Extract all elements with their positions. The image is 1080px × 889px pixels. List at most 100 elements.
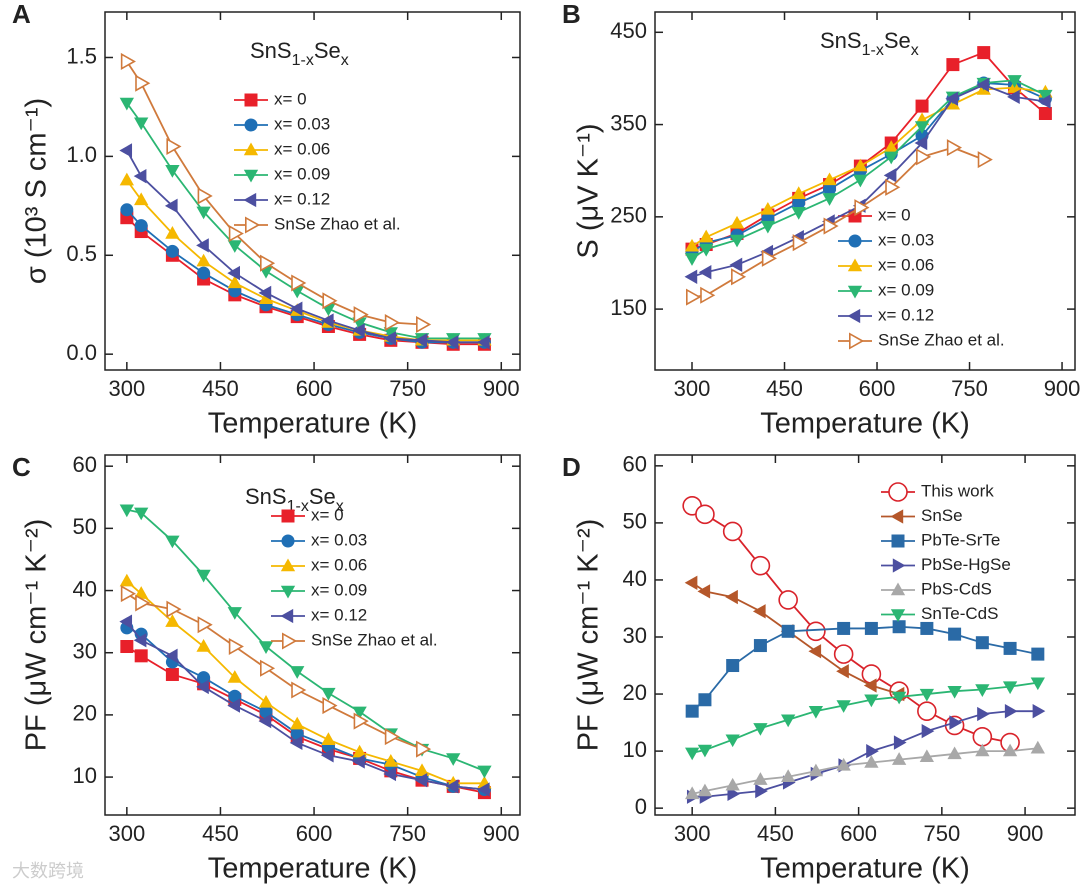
marker — [1002, 743, 1018, 757]
marker — [761, 249, 777, 267]
annotation-part: Se — [884, 28, 911, 53]
marker — [1037, 94, 1051, 109]
marker — [445, 779, 459, 794]
marker — [1007, 75, 1022, 88]
legend-label: PbS-CdS — [921, 579, 992, 598]
marker — [684, 238, 700, 252]
marker — [383, 331, 397, 346]
marker — [227, 698, 241, 713]
legend-marker — [281, 632, 298, 650]
y-tick-label: 150 — [610, 295, 647, 320]
marker — [864, 621, 878, 635]
x-tick-label: 750 — [923, 821, 960, 846]
annotation-part: Se — [314, 38, 341, 63]
legend-label: x= 0.03 — [274, 114, 330, 133]
x-axis-label: Temperature (K) — [760, 408, 970, 440]
legend-marker — [847, 308, 861, 324]
marker — [781, 769, 796, 782]
x-axis-label: Temperature (K) — [208, 408, 418, 440]
marker — [919, 749, 935, 763]
marker — [698, 693, 712, 707]
marker — [476, 782, 490, 797]
x-tick-label: 900 — [1007, 821, 1044, 846]
legend-marker — [890, 509, 904, 524]
marker — [119, 573, 134, 587]
marker — [729, 257, 743, 272]
marker — [196, 238, 209, 253]
marker — [893, 735, 907, 750]
marker — [322, 697, 338, 715]
marker — [259, 705, 273, 719]
legend-label: SnSe Zhao et al. — [878, 330, 1005, 349]
series-line — [126, 645, 485, 794]
panel-letter: B — [562, 0, 581, 29]
marker — [197, 187, 213, 205]
marker — [227, 670, 242, 683]
plot-frame — [104, 454, 521, 816]
marker — [414, 763, 430, 777]
marker — [946, 139, 962, 157]
marker — [165, 165, 180, 178]
x-tick-label: 750 — [389, 376, 426, 401]
marker — [133, 633, 147, 648]
marker — [866, 743, 879, 759]
marker — [975, 743, 990, 757]
legend-marker — [243, 192, 257, 208]
legend-label: SnSe — [921, 506, 963, 525]
marker — [352, 754, 365, 769]
x-tick-label: 600 — [840, 821, 877, 846]
marker — [258, 641, 274, 654]
marker — [133, 169, 147, 184]
marker — [258, 713, 272, 729]
marker — [383, 766, 397, 782]
marker — [685, 704, 699, 718]
marker — [384, 728, 400, 746]
annotation-part: x — [336, 498, 344, 515]
marker — [945, 91, 959, 106]
x-tick-label: 450 — [202, 376, 239, 401]
marker — [861, 664, 882, 684]
marker — [164, 198, 178, 213]
y-axis-label: S (μV K⁻¹) — [573, 123, 605, 258]
marker — [289, 301, 303, 316]
marker — [853, 174, 868, 188]
marker — [164, 648, 178, 663]
marker — [384, 314, 400, 332]
marker — [119, 504, 134, 518]
legend-marker — [245, 216, 261, 234]
marker — [864, 694, 879, 708]
marker — [791, 207, 806, 220]
marker — [119, 614, 133, 629]
marker — [891, 691, 907, 705]
marker — [917, 701, 937, 721]
marker — [445, 335, 459, 350]
annotation: SnS1-xSex — [820, 28, 919, 59]
marker — [854, 199, 870, 217]
legend-label: SnTe-CdS — [921, 604, 998, 623]
marker — [685, 786, 700, 800]
marker — [697, 584, 711, 599]
y-tick-label: 50 — [73, 514, 97, 539]
marker — [791, 186, 806, 199]
legend-label: x= 0.03 — [878, 230, 934, 249]
legend-label: x= 0.06 — [311, 555, 367, 574]
marker — [290, 666, 305, 679]
marker — [892, 620, 906, 634]
legend-marker — [244, 93, 258, 107]
marker — [977, 46, 991, 60]
y-tick-label: 30 — [623, 623, 647, 648]
marker — [134, 219, 148, 233]
legend-label: x= 0.12 — [311, 605, 367, 624]
marker — [726, 659, 740, 673]
y-tick-label: 1.0 — [66, 142, 97, 167]
x-tick-label: 750 — [389, 821, 426, 846]
marker — [291, 681, 307, 699]
marker — [698, 265, 712, 280]
marker — [836, 757, 851, 771]
marker — [290, 716, 305, 730]
marker — [165, 244, 179, 258]
marker — [119, 143, 133, 158]
annotation-part: 1-x — [862, 42, 884, 59]
series-line — [691, 747, 1038, 795]
marker — [416, 315, 432, 334]
